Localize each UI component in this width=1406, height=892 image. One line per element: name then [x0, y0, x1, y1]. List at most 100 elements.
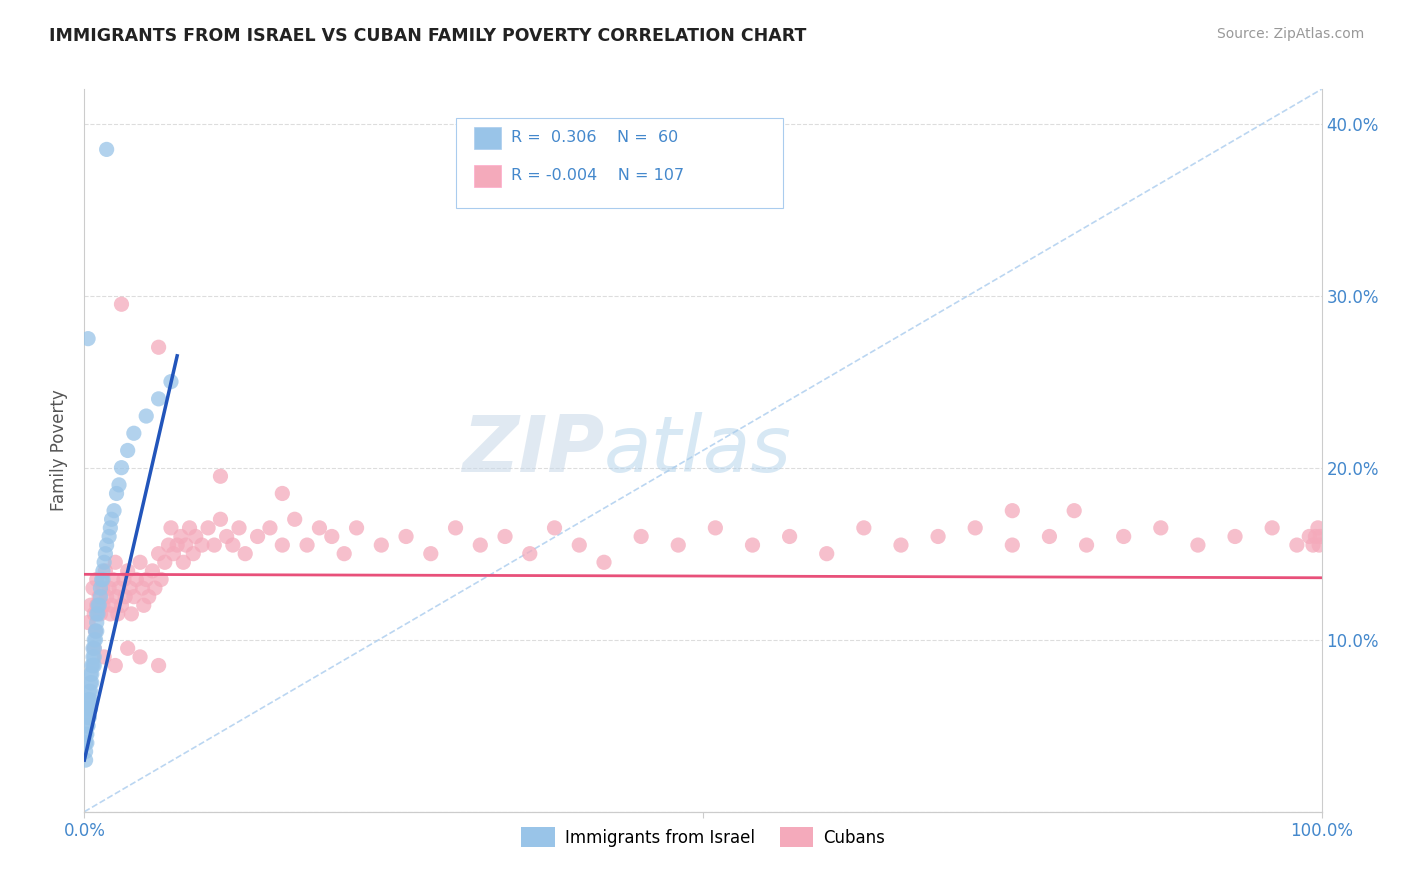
Point	[79, 701, 101, 715]
Point	[704, 521, 727, 535]
Point	[122, 426, 145, 441]
Point	[84, 624, 107, 639]
Point	[83, 649, 105, 664]
Point	[86, 607, 108, 621]
Point	[91, 599, 114, 613]
Point	[593, 555, 616, 569]
Point	[666, 538, 689, 552]
Point	[138, 590, 160, 604]
Point	[120, 581, 142, 595]
Point	[444, 521, 467, 535]
Point	[333, 547, 356, 561]
Point	[202, 538, 225, 552]
Point	[129, 649, 152, 664]
Point	[271, 538, 294, 552]
Point	[1223, 529, 1246, 543]
Point	[222, 538, 245, 552]
Point	[75, 736, 97, 750]
Point	[233, 547, 256, 561]
Point	[80, 667, 103, 681]
Point	[1187, 538, 1209, 552]
Point	[184, 529, 207, 543]
Point	[103, 503, 125, 517]
Point	[79, 693, 101, 707]
Point	[1150, 521, 1173, 535]
Point	[104, 555, 127, 569]
Point	[1305, 529, 1327, 543]
Point	[259, 521, 281, 535]
Point	[79, 701, 101, 715]
Point	[1038, 529, 1060, 543]
Point	[105, 590, 128, 604]
Point	[110, 460, 132, 475]
Point	[143, 581, 166, 595]
Point	[76, 710, 98, 724]
Point	[77, 710, 100, 724]
Point	[271, 486, 294, 500]
Point	[160, 375, 183, 389]
Point	[79, 693, 101, 707]
Point	[1285, 538, 1308, 552]
Text: IMMIGRANTS FROM ISRAEL VS CUBAN FAMILY POVERTY CORRELATION CHART: IMMIGRANTS FROM ISRAEL VS CUBAN FAMILY P…	[49, 27, 807, 45]
Point	[75, 727, 97, 741]
Point	[1302, 538, 1324, 552]
Point	[228, 521, 250, 535]
Point	[132, 599, 155, 613]
Point	[83, 641, 105, 656]
Point	[246, 529, 269, 543]
Point	[117, 443, 139, 458]
Point	[110, 297, 132, 311]
Point	[77, 332, 100, 346]
Point	[87, 607, 110, 621]
Text: R = -0.004    N = 107: R = -0.004 N = 107	[512, 168, 685, 183]
Point	[79, 667, 101, 681]
Point	[191, 538, 214, 552]
Point	[346, 521, 368, 535]
Point	[148, 658, 170, 673]
Point	[76, 727, 98, 741]
Point	[96, 590, 118, 604]
Point	[98, 581, 121, 595]
Point	[89, 590, 111, 604]
Point	[1261, 521, 1284, 535]
Point	[179, 521, 201, 535]
Point	[82, 649, 104, 664]
Point	[83, 607, 105, 621]
Point	[96, 142, 118, 157]
Point	[122, 590, 145, 604]
Point	[89, 590, 111, 604]
Point	[91, 564, 114, 578]
Point	[82, 641, 104, 656]
Point	[79, 675, 101, 690]
Point	[80, 658, 103, 673]
Point	[494, 529, 516, 543]
Point	[100, 599, 122, 613]
Point	[162, 547, 184, 561]
Text: R =  0.306    N =  60: R = 0.306 N = 60	[512, 130, 679, 145]
Point	[114, 590, 136, 604]
Point	[117, 641, 139, 656]
Legend: Immigrants from Israel, Cubans: Immigrants from Israel, Cubans	[515, 821, 891, 854]
Point	[91, 581, 114, 595]
Text: ZIP: ZIP	[461, 412, 605, 489]
Point	[84, 624, 107, 639]
Point	[630, 529, 652, 543]
Point	[77, 615, 100, 630]
Bar	[474, 128, 502, 149]
Point	[93, 649, 115, 664]
Point	[135, 409, 157, 423]
Point	[141, 564, 163, 578]
FancyBboxPatch shape	[456, 118, 783, 209]
Point	[890, 538, 912, 552]
Point	[77, 719, 100, 733]
Point	[419, 547, 441, 561]
Point	[84, 632, 107, 647]
Point	[108, 581, 131, 595]
Point	[295, 538, 318, 552]
Point	[1309, 529, 1331, 543]
Point	[117, 564, 139, 578]
Point	[135, 573, 157, 587]
Point	[86, 624, 108, 639]
Point	[91, 573, 114, 587]
Point	[98, 607, 121, 621]
